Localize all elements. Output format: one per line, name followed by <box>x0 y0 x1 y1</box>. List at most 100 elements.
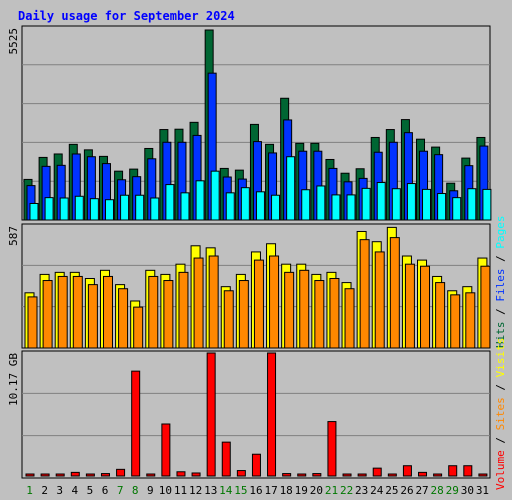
x-label-day-3: 3 <box>56 484 63 497</box>
bar-pages-day-30 <box>467 188 477 221</box>
bar-pages-day-8 <box>135 194 145 221</box>
bar-sites-day-22 <box>344 288 355 349</box>
x-label-day-6: 6 <box>102 484 109 497</box>
bar-pages-day-16 <box>255 191 265 221</box>
bar-sites-day-7 <box>118 288 129 349</box>
legend-volume-sites-visits-text: Volume / Sites / Visits <box>494 338 507 490</box>
legend-separator: / <box>494 249 507 269</box>
bar-volume-day-4 <box>70 471 80 477</box>
bar-sites-day-28 <box>435 282 446 349</box>
x-label-day-12: 12 <box>189 484 202 497</box>
bar-pages-day-13 <box>210 170 220 221</box>
x-label-day-19: 19 <box>295 484 308 497</box>
bar-sites-day-4 <box>72 275 83 349</box>
legend-separator: / <box>494 377 507 397</box>
x-label-day-9: 9 <box>147 484 154 497</box>
x-label-day-31: 31 <box>476 484 489 497</box>
bar-volume-day-21 <box>327 421 337 477</box>
bar-sites-day-25 <box>389 237 400 349</box>
bar-volume-day-20 <box>312 473 322 477</box>
x-label-day-13: 13 <box>204 484 217 497</box>
bar-volume-day-28 <box>433 473 443 477</box>
bar-sites-day-19 <box>299 269 310 349</box>
legend-sites: Sites <box>494 397 507 430</box>
bar-pages-day-19 <box>301 189 311 221</box>
bar-sites-day-1 <box>27 296 38 349</box>
x-label-day-10: 10 <box>159 484 172 497</box>
x-label-day-7: 7 <box>117 484 124 497</box>
bar-pages-day-28 <box>437 193 447 221</box>
bar-pages-day-2 <box>44 197 54 221</box>
bar-volume-day-18 <box>282 473 292 477</box>
x-label-day-20: 20 <box>310 484 323 497</box>
bar-pages-day-31 <box>482 188 492 221</box>
bar-pages-day-25 <box>391 188 401 221</box>
bar-sites-day-10 <box>163 280 174 349</box>
bar-volume-day-25 <box>387 473 397 477</box>
bar-volume-day-1 <box>25 473 35 477</box>
x-label-day-2: 2 <box>41 484 48 497</box>
bar-sites-day-12 <box>193 257 204 349</box>
bar-sites-day-29 <box>450 294 461 349</box>
bar-sites-day-18 <box>284 271 295 349</box>
bar-volume-day-16 <box>251 453 261 477</box>
legend-visits: Visits <box>494 338 507 378</box>
bar-pages-day-21 <box>331 194 341 221</box>
bar-sites-day-2 <box>42 280 53 349</box>
bar-volume-day-13 <box>206 352 216 477</box>
bar-volume-day-5 <box>85 473 95 477</box>
x-label-day-23: 23 <box>355 484 368 497</box>
legend-pages: Pages <box>494 216 507 249</box>
bar-pages-day-27 <box>422 188 432 221</box>
bar-sites-day-23 <box>359 239 370 349</box>
x-label-day-18: 18 <box>280 484 293 497</box>
panel-2: 587 <box>7 223 491 349</box>
bar-pages-day-7 <box>120 194 130 221</box>
bar-volume-day-22 <box>342 473 352 477</box>
bar-pages-day-12 <box>195 180 205 221</box>
x-label-day-15: 15 <box>234 484 247 497</box>
bar-pages-day-17 <box>271 194 281 221</box>
x-label-day-25: 25 <box>385 484 398 497</box>
legend-hits-files-pages-text: Hits / Files / Pages <box>494 216 507 349</box>
x-label-day-8: 8 <box>132 484 139 497</box>
bar-sites-day-6 <box>102 275 113 349</box>
bar-volume-day-9 <box>146 473 156 477</box>
legend-volume: Volume <box>494 450 507 490</box>
bar-pages-day-26 <box>406 183 416 221</box>
bar-sites-day-26 <box>404 263 415 349</box>
x-label-day-24: 24 <box>370 484 384 497</box>
bar-volume-day-17 <box>267 352 277 477</box>
bar-sites-day-15 <box>238 280 249 349</box>
bar-pages-day-4 <box>74 195 84 221</box>
legend-hits-files-pages: Hits / Files / Pages <box>494 216 507 349</box>
bar-pages-day-1 <box>29 202 39 221</box>
bar-volume-day-24 <box>372 467 382 477</box>
bar-volume-day-14 <box>221 441 231 477</box>
bar-volume-day-11 <box>176 471 186 477</box>
bar-volume-day-31 <box>478 473 488 477</box>
panel-3: 10.17 GB <box>7 350 491 479</box>
x-label-day-14: 14 <box>219 484 233 497</box>
x-label-day-22: 22 <box>340 484 353 497</box>
bar-pages-day-15 <box>240 187 250 221</box>
x-label-day-28: 28 <box>431 484 444 497</box>
x-label-day-26: 26 <box>400 484 413 497</box>
bar-volume-day-7 <box>116 468 126 477</box>
x-label-day-1: 1 <box>26 484 33 497</box>
legend-files: Files <box>494 269 507 302</box>
bar-pages-day-11 <box>180 192 190 221</box>
bar-volume-day-30 <box>463 465 473 477</box>
bar-volume-day-15 <box>236 470 246 477</box>
bar-sites-day-30 <box>465 292 476 349</box>
x-label-day-29: 29 <box>446 484 459 497</box>
bar-volume-day-10 <box>161 423 171 477</box>
bar-sites-day-17 <box>269 255 280 349</box>
bar-sites-day-27 <box>420 265 431 349</box>
bar-volume-day-2 <box>40 473 50 477</box>
bar-sites-day-20 <box>314 280 325 349</box>
bar-pages-day-14 <box>225 192 235 221</box>
bar-sites-day-14 <box>223 290 234 349</box>
bar-pages-day-23 <box>361 187 371 221</box>
